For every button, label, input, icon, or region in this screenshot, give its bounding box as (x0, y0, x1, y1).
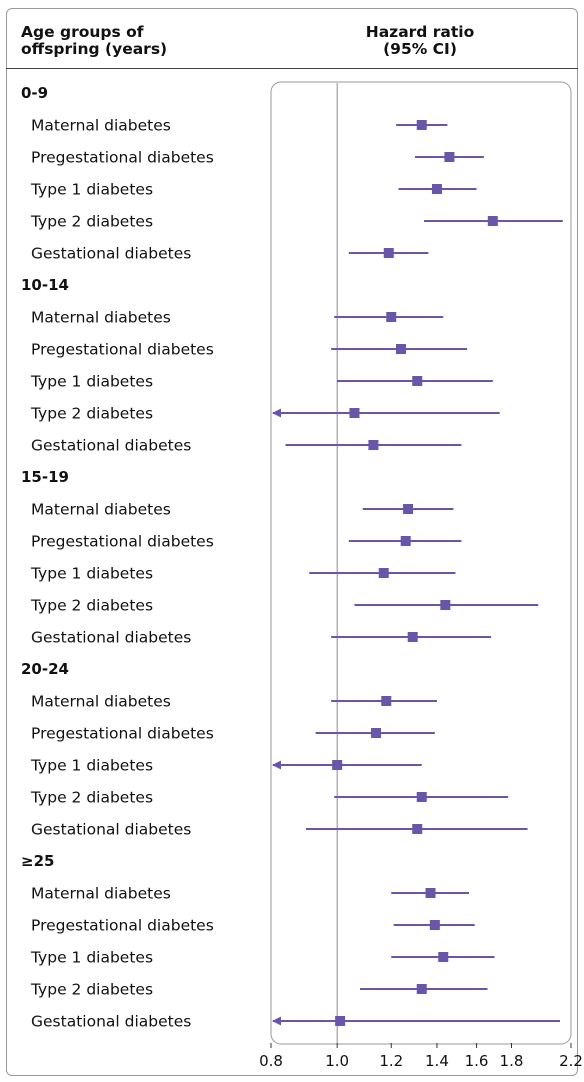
hazard-ratio-marker (440, 600, 451, 610)
hazard-ratio-marker (412, 376, 423, 386)
exposure-label: Pregestational diabetes (31, 533, 214, 551)
exposure-label: Type 1 diabetes (30, 565, 153, 583)
axis-tick-label: 1.2 (379, 1052, 403, 1070)
exposure-label: Maternal diabetes (31, 309, 171, 327)
exposure-label: Gestational diabetes (31, 437, 191, 455)
hazard-ratio-marker (416, 984, 427, 994)
age-group-header-line1: Age groups of (21, 23, 144, 41)
hazard-ratio-marker (412, 824, 423, 834)
exposure-label: Maternal diabetes (31, 885, 171, 903)
exposure-label: Gestational diabetes (31, 245, 191, 263)
hazard-ratio-marker (438, 952, 449, 962)
hazard-ratio-marker (395, 344, 406, 354)
header-divider (6, 68, 578, 69)
hazard-ratio-marker (400, 536, 411, 546)
ci-arrow-left (272, 408, 281, 418)
exposure-label: Type 2 diabetes (30, 789, 153, 807)
hazard-ratio-marker (381, 696, 392, 706)
hazard-ratio-marker (371, 728, 382, 738)
hazard-ratio-marker (332, 760, 343, 770)
age-group-label: 20-24 (21, 660, 69, 678)
hazard-ratio-header-line2: (95% CI) (383, 40, 457, 58)
hazard-ratio-marker (368, 440, 379, 450)
hazard-ratio-marker (429, 920, 440, 930)
age-group-column-header: Age groups of offspring (years) (21, 24, 241, 58)
axis-tick-label: 0.8 (259, 1052, 283, 1070)
exposure-label: Pregestational diabetes (31, 917, 214, 935)
hazard-ratio-marker (383, 248, 394, 258)
exposure-label: Type 1 diabetes (30, 757, 153, 775)
hazard-ratio-marker (349, 408, 360, 418)
ci-arrow-left (272, 1016, 281, 1026)
figure-frame (6, 8, 578, 1076)
age-group-label: 0-9 (21, 84, 48, 102)
ci-arrow-left (272, 760, 281, 770)
exposure-label: Type 2 diabetes (30, 981, 153, 999)
exposure-label: Gestational diabetes (31, 629, 191, 647)
hazard-ratio-header-line1: Hazard ratio (365, 23, 475, 41)
hazard-ratio-marker (386, 312, 397, 322)
plot-panel (270, 81, 572, 1045)
axis-tick-label: 1.8 (500, 1052, 524, 1070)
hazard-ratio-marker (416, 120, 427, 130)
hazard-ratio-marker (407, 632, 418, 642)
axis-tick-label: 1.6 (465, 1052, 489, 1070)
hazard-ratio-marker (425, 888, 436, 898)
age-group-header-line2: offspring (years) (21, 40, 168, 58)
exposure-label: Gestational diabetes (31, 821, 191, 839)
exposure-label: Maternal diabetes (31, 117, 171, 135)
age-group-label: ≥25 (21, 852, 54, 870)
exposure-label: Type 2 diabetes (30, 597, 153, 615)
age-group-label: 15-19 (21, 468, 69, 486)
axis-tick-label: 1.4 (425, 1052, 449, 1070)
exposure-label: Type 1 diabetes (30, 373, 153, 391)
hazard-ratio-marker (444, 152, 455, 162)
exposure-label: Maternal diabetes (31, 501, 171, 519)
hazard-ratio-marker (416, 792, 427, 802)
exposure-label: Pregestational diabetes (31, 341, 214, 359)
exposure-label: Pregestational diabetes (31, 149, 214, 167)
exposure-label: Maternal diabetes (31, 693, 171, 711)
hazard-ratio-marker (487, 216, 498, 226)
age-group-label: 10-14 (21, 276, 69, 294)
hazard-ratio-marker (431, 184, 442, 194)
hazard-ratio-column-header: Hazard ratio (95% CI) (330, 24, 510, 58)
exposure-label: Type 2 diabetes (30, 405, 153, 423)
exposure-label: Pregestational diabetes (31, 725, 214, 743)
exposure-label: Type 1 diabetes (30, 949, 153, 967)
exposure-label: Gestational diabetes (31, 1013, 191, 1031)
axis-tick-label: 2.2 (559, 1052, 583, 1070)
exposure-label: Type 2 diabetes (30, 213, 153, 231)
hazard-ratio-marker (335, 1016, 346, 1026)
hazard-ratio-marker (378, 568, 389, 578)
exposure-label: Type 1 diabetes (30, 181, 153, 199)
hazard-ratio-marker (403, 504, 414, 514)
axis-tick-label: 1.0 (325, 1052, 349, 1070)
